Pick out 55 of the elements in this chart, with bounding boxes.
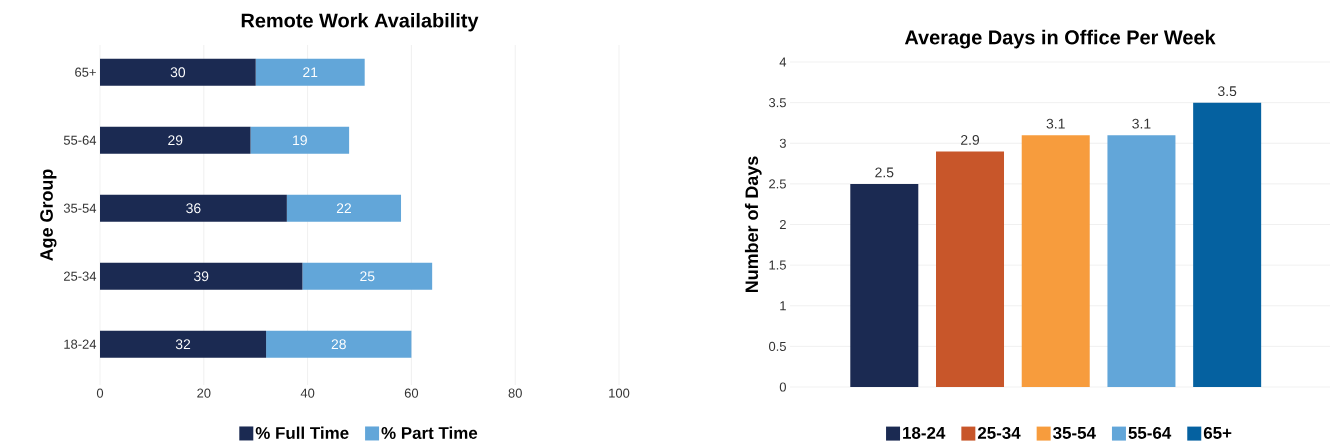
legend-label: 35-54 xyxy=(1053,426,1096,439)
legend-label: 25-34 xyxy=(977,426,1021,439)
y-tick-label: 3.5 xyxy=(768,98,786,108)
bar xyxy=(302,262,433,290)
data-label: 32 xyxy=(175,339,191,350)
x-tick-label: 80 xyxy=(508,388,522,398)
y-tick-label: 18-24 xyxy=(64,339,97,349)
y-tick-label: 25-34 xyxy=(64,271,97,281)
data-label: 21 xyxy=(303,67,318,78)
y-tick-label: 1 xyxy=(780,301,786,311)
y-axis-title: Number of Days xyxy=(744,156,762,293)
x-tick-label: 20 xyxy=(197,388,211,398)
legend-label: 65+ xyxy=(1203,426,1232,439)
data-label: 19 xyxy=(293,135,307,146)
y-tick-label: 3 xyxy=(779,138,786,148)
chart-title: Average Days in Office Per Week xyxy=(904,29,1216,49)
legend-label: 18-24 xyxy=(903,426,946,439)
y-axis-title: Age Group xyxy=(40,169,57,261)
data-label: 36 xyxy=(186,203,201,214)
bar xyxy=(255,58,365,86)
y-tick-label: 65+ xyxy=(75,67,96,77)
bar xyxy=(286,194,402,222)
x-tick-label: 60 xyxy=(404,388,419,398)
y-tick-label: 35-54 xyxy=(63,203,97,213)
data-label: 3.1 xyxy=(1132,118,1151,129)
data-label: 30 xyxy=(170,67,186,78)
bar xyxy=(100,58,256,86)
data-label: 28 xyxy=(331,339,346,350)
y-tick-label: 2.5 xyxy=(769,179,786,189)
x-tick-label: 100 xyxy=(609,388,630,398)
legend-label: % Part Time xyxy=(381,426,478,440)
legend-label: 55-64 xyxy=(1128,426,1172,439)
x-tick-label: 0 xyxy=(96,388,104,398)
bar xyxy=(266,330,412,358)
data-label: 39 xyxy=(193,271,209,282)
data-label: 3.5 xyxy=(1217,86,1237,97)
bar xyxy=(100,262,303,290)
data-label: 29 xyxy=(168,135,183,146)
x-tick-label: 40 xyxy=(300,388,315,398)
data-label: 22 xyxy=(336,203,351,214)
data-label: 3.1 xyxy=(1046,118,1065,129)
legend-label: % Full Time xyxy=(255,426,349,440)
y-tick-label: 2 xyxy=(779,219,786,230)
y-tick-label: 1.5 xyxy=(769,260,786,270)
data-label: 25 xyxy=(360,271,375,282)
chart-title: Remote Work Availability xyxy=(241,12,479,32)
bar xyxy=(100,330,267,358)
bar xyxy=(250,126,350,154)
data-label: 2.9 xyxy=(961,134,980,145)
y-tick-label: 0.5 xyxy=(768,341,786,351)
y-tick-label: 4 xyxy=(779,57,787,67)
y-tick-label: 55-64 xyxy=(63,135,97,145)
bar xyxy=(100,126,251,154)
bar xyxy=(100,194,287,222)
data-label: 2.5 xyxy=(875,167,894,178)
